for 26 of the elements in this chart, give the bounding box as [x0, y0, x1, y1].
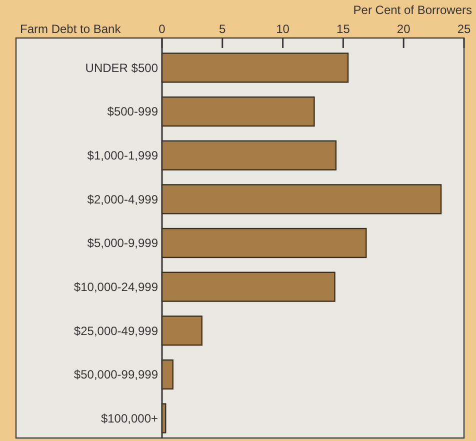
y-tick-label: $500-999	[107, 104, 158, 119]
bar	[161, 228, 367, 258]
x-tick-label: 0	[158, 22, 166, 36]
y-tick-label: $10,000-24,999	[74, 280, 158, 294]
y-axis-title: Farm Debt to Bank	[20, 22, 122, 36]
bar	[161, 359, 174, 390]
bar	[161, 140, 337, 170]
y-tick-label: $1,000-1,999	[87, 148, 158, 163]
bar	[161, 316, 202, 346]
bar	[161, 272, 336, 302]
y-tick-label: $100,000+	[100, 411, 158, 426]
y-tick-label: $50,000-99,999	[74, 368, 158, 382]
y-tick-label: UNDER $500	[85, 60, 158, 75]
x-tick-label: 15	[336, 22, 350, 36]
y-tick-label: $5,000-9,999	[87, 236, 158, 250]
y-tick-label: $2,000-4,999	[87, 192, 158, 206]
bar	[161, 403, 166, 434]
x-tick-label: 20	[396, 22, 411, 36]
x-tick-label: 25	[457, 22, 471, 36]
bar	[161, 184, 442, 214]
bar	[161, 52, 349, 83]
bar	[161, 96, 315, 127]
x-axis-title: Per Cent of Borrowers	[353, 3, 472, 17]
y-tick-label: $25,000-49,999	[74, 324, 158, 338]
x-tick-label: 10	[276, 22, 290, 36]
x-tick-label: 5	[219, 22, 226, 36]
